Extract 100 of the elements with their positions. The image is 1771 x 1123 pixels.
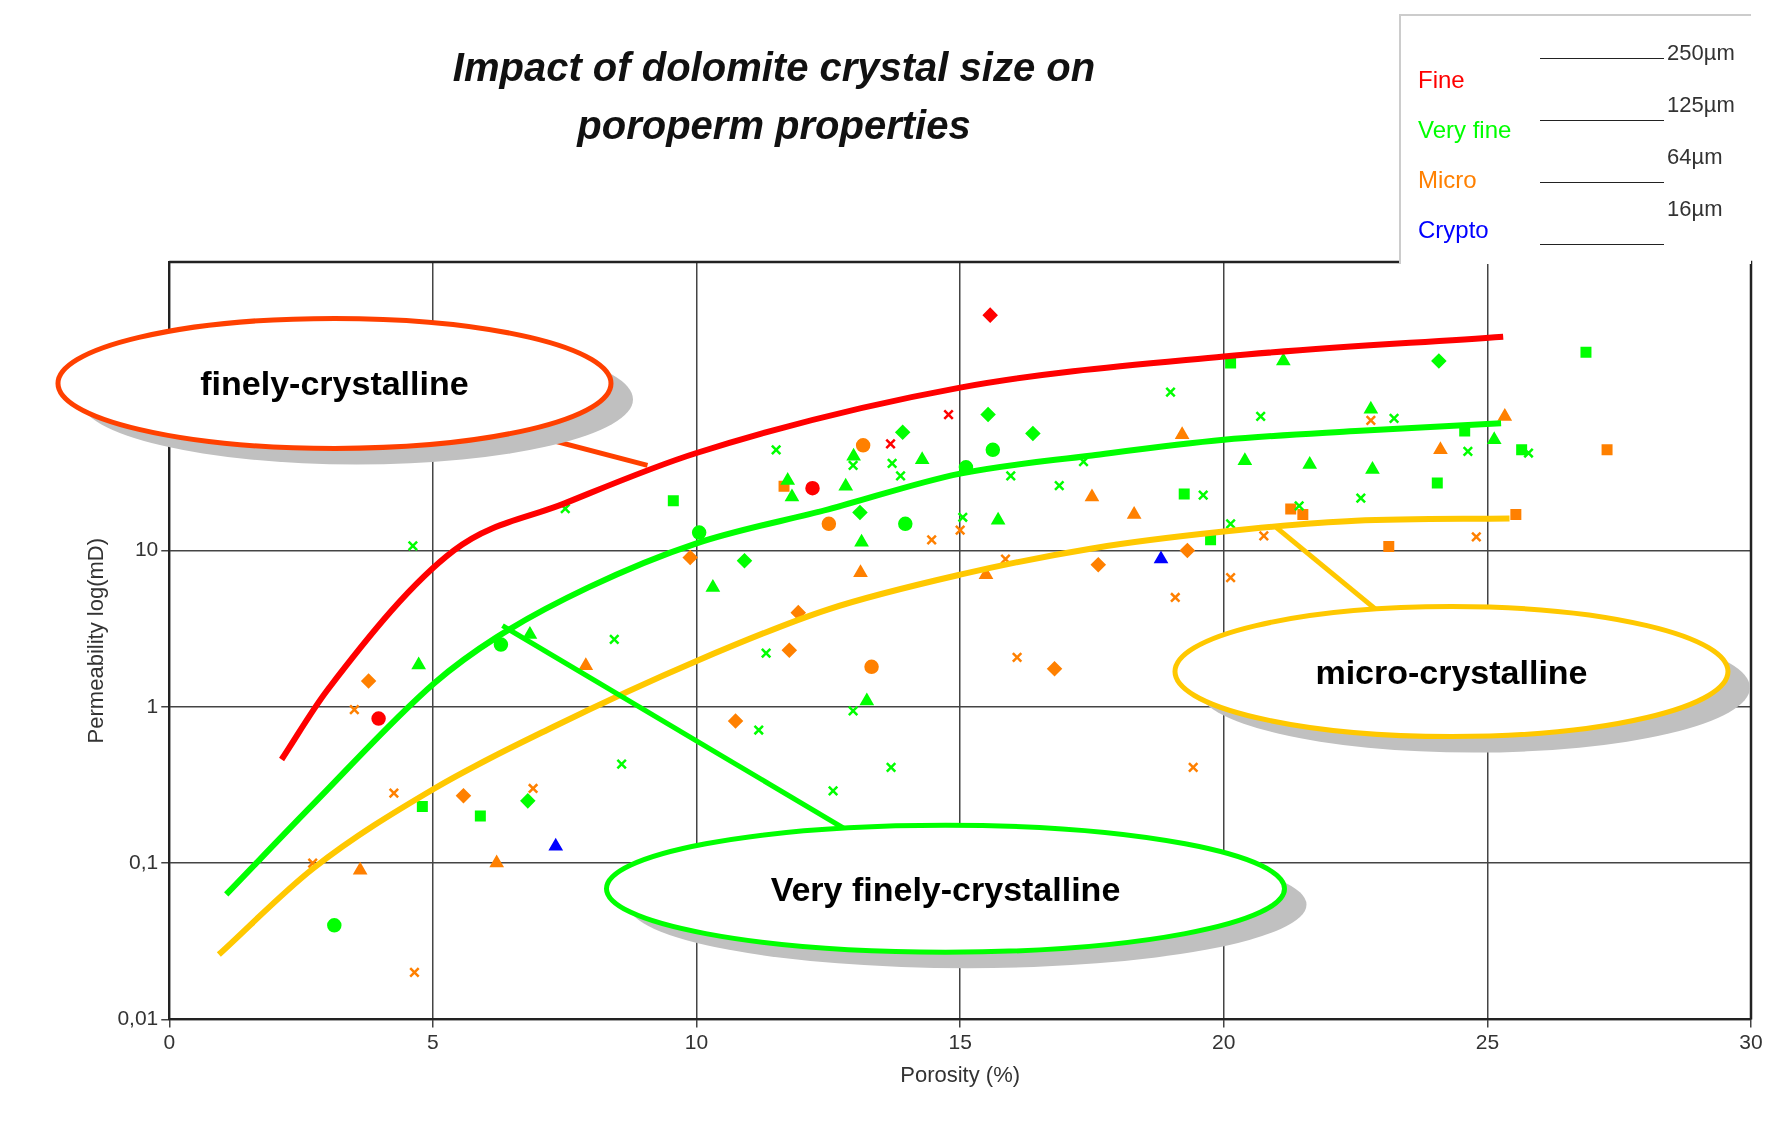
point <box>1510 508 1522 520</box>
point <box>982 307 998 323</box>
point <box>895 470 907 482</box>
point <box>1178 488 1190 500</box>
x-tick-label: 30 <box>1739 1029 1763 1053</box>
point <box>860 693 874 706</box>
point <box>608 633 620 645</box>
point <box>954 524 966 536</box>
point <box>579 658 593 670</box>
point <box>805 480 820 496</box>
point <box>1487 432 1501 445</box>
text: Fine <box>1418 66 1465 94</box>
point <box>371 711 386 726</box>
point <box>1297 508 1309 520</box>
point <box>456 788 471 803</box>
y-axis-title: Permeability log(mD) <box>83 538 109 744</box>
annotation: finely-crystalline <box>200 364 469 403</box>
point <box>667 495 679 507</box>
point <box>1169 592 1181 603</box>
point <box>1085 489 1099 502</box>
text: Crypto <box>1418 216 1489 244</box>
point <box>895 425 910 440</box>
point <box>1470 531 1482 543</box>
point <box>1285 503 1297 515</box>
point <box>520 793 536 809</box>
text: Very fine <box>1418 116 1512 144</box>
text: 16µm <box>1667 196 1723 222</box>
point <box>1498 409 1512 421</box>
point <box>1388 412 1400 424</box>
point <box>1053 480 1065 492</box>
point <box>559 503 571 515</box>
point <box>847 705 859 717</box>
point <box>991 512 1005 525</box>
x-tick-label: 20 <box>1212 1029 1236 1053</box>
point <box>706 580 720 592</box>
x-tick-label: 25 <box>1475 1029 1500 1053</box>
point <box>1225 357 1237 369</box>
point <box>616 758 628 770</box>
y-tick-label: 10 <box>134 537 159 561</box>
point <box>839 479 853 491</box>
point <box>760 647 772 659</box>
point <box>1365 414 1377 426</box>
point <box>1225 518 1237 530</box>
point <box>782 642 797 658</box>
point <box>474 810 486 822</box>
text: 125µm <box>1667 92 1735 118</box>
x-tick-label: 15 <box>948 1029 972 1053</box>
point <box>854 565 867 577</box>
point <box>361 673 376 689</box>
point <box>985 442 1001 458</box>
point <box>388 787 400 799</box>
point <box>1197 489 1209 501</box>
point <box>864 659 879 675</box>
point <box>885 438 897 450</box>
point <box>412 657 426 670</box>
point <box>1175 427 1189 439</box>
point <box>1047 661 1062 677</box>
point <box>926 534 938 546</box>
x-tick-label: 10 <box>684 1029 709 1053</box>
point <box>1005 470 1017 482</box>
point <box>737 553 752 568</box>
point <box>781 473 795 485</box>
point <box>847 449 861 461</box>
text: 64µm <box>1667 144 1723 170</box>
x-tick-label: 5 <box>427 1029 439 1053</box>
point <box>1180 543 1195 558</box>
point <box>1462 445 1474 457</box>
point <box>1238 453 1252 465</box>
y-tick-label: 0,1 <box>129 849 159 873</box>
point <box>728 713 743 729</box>
point <box>493 637 509 652</box>
point <box>1364 402 1378 414</box>
point <box>791 605 806 620</box>
point <box>1154 551 1168 564</box>
point <box>523 627 537 639</box>
point <box>1187 761 1199 773</box>
point <box>855 438 871 453</box>
point <box>1225 572 1237 584</box>
point <box>408 966 420 978</box>
point <box>1601 444 1613 456</box>
point <box>1276 353 1290 366</box>
point <box>1434 442 1447 455</box>
annotation: micro-crystalline <box>1315 652 1588 691</box>
point <box>898 516 913 532</box>
point <box>1127 507 1141 519</box>
point <box>1025 426 1041 441</box>
point <box>1516 444 1528 456</box>
annotation: Very finely-crystalline <box>770 869 1121 908</box>
point <box>327 918 342 933</box>
point <box>1431 353 1447 369</box>
point <box>549 839 563 851</box>
point <box>885 761 897 773</box>
point <box>1303 457 1317 469</box>
point <box>943 409 955 421</box>
point <box>1355 492 1367 504</box>
point <box>980 407 996 422</box>
point <box>852 505 868 520</box>
point <box>785 489 799 502</box>
point <box>1431 477 1443 489</box>
point <box>915 452 929 465</box>
